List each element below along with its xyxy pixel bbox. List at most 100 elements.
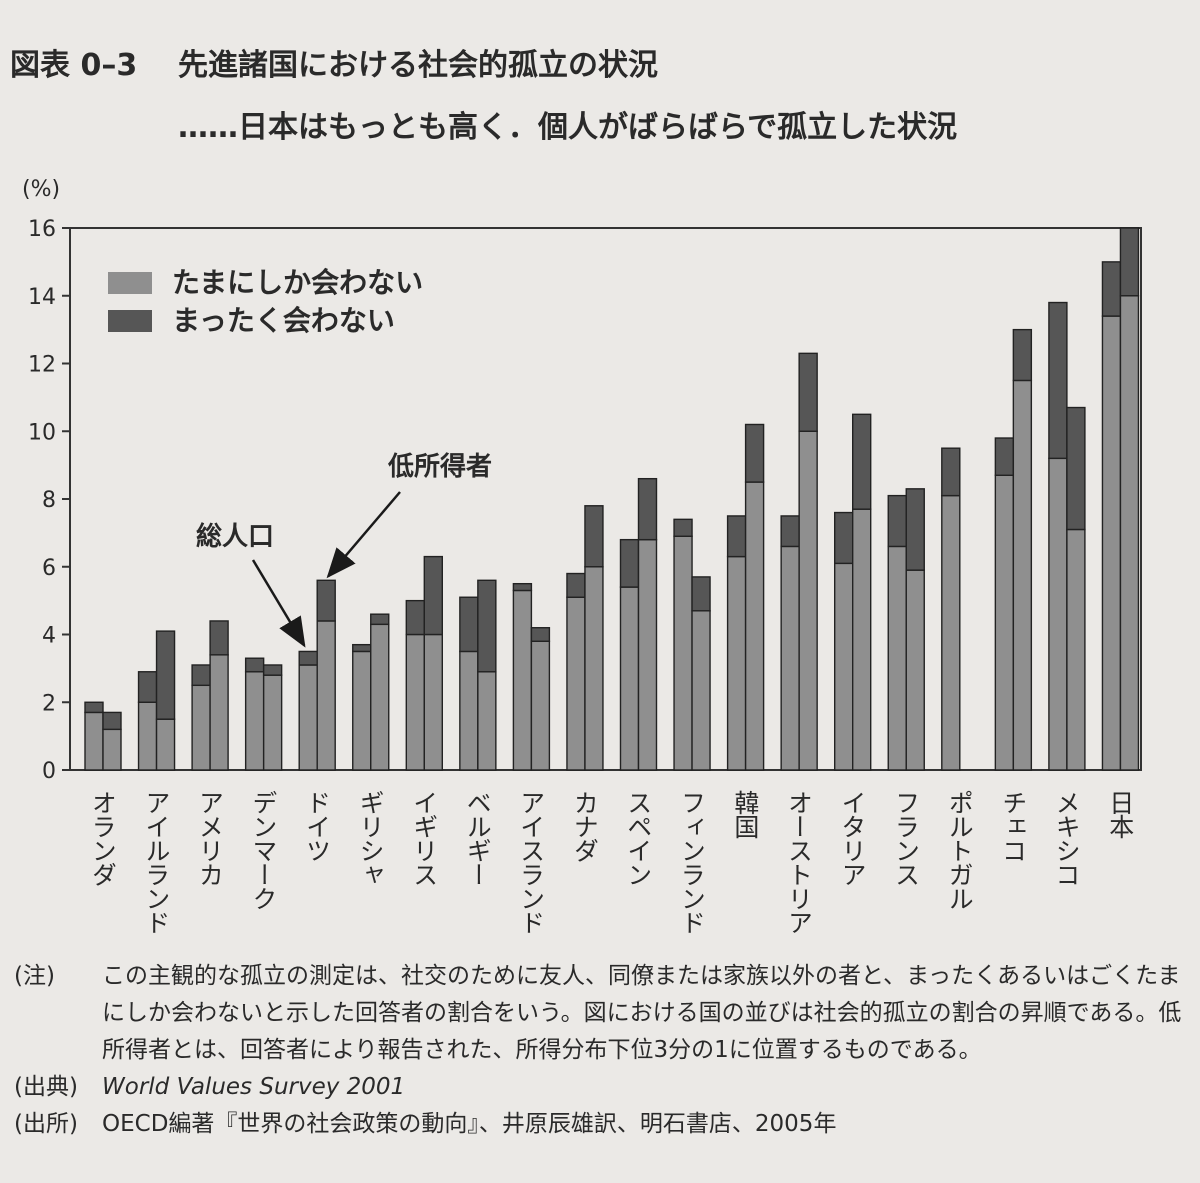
bar-rarely <box>905 569 925 771</box>
bar-never <box>1012 328 1033 382</box>
bar-never <box>834 511 854 565</box>
figure-subtitle: ……日本はもっとも高く．個人がばらばらで孤立した状況 <box>178 110 958 145</box>
bar-rarely <box>316 620 336 771</box>
bar-never <box>1048 301 1068 460</box>
bar-rarely <box>1012 379 1033 771</box>
bar-rarely <box>691 610 711 771</box>
origin-label: (出所) <box>14 1111 78 1137</box>
bar-never <box>84 701 104 714</box>
bar-rarely <box>405 633 425 771</box>
bar-never <box>637 477 658 541</box>
bar-rarely <box>102 728 122 771</box>
bar-never <box>887 494 907 548</box>
bar-never <box>798 352 818 432</box>
category-label: イギリス <box>410 790 439 886</box>
note-text: この主観的な孤立の測定は、社交のために友人、同僚または家族以外の者と、まったくあ… <box>102 963 1182 1063</box>
bar-never <box>298 650 318 666</box>
bar-rarely <box>780 545 800 771</box>
category-label: デンマーク <box>249 790 278 910</box>
bar-rarely <box>370 623 390 771</box>
bar-never <box>244 657 265 673</box>
note: (注) この主観的な孤立の測定は、社交のために友人、同僚または家族以外の者と、ま… <box>14 958 1194 1069</box>
figure-title: 先進諸国における社会的孤立の状況 <box>178 48 658 83</box>
bar-never <box>512 582 533 592</box>
bar-never <box>209 620 229 656</box>
y-tick-label: 16 <box>28 217 56 242</box>
category-label: イタリア <box>838 790 867 886</box>
category-label: フィンランド <box>677 790 706 934</box>
bar-never <box>316 579 336 622</box>
bar-rarely <box>244 671 265 771</box>
category-label: ベルギー <box>463 790 492 886</box>
bar-rarely <box>530 640 551 771</box>
bar-never <box>744 423 765 483</box>
bar-rarely <box>262 674 283 771</box>
bar-never <box>530 627 551 642</box>
category-label: カナダ <box>570 790 599 862</box>
bar-never <box>459 596 479 653</box>
bar-never <box>137 671 158 703</box>
bar-never <box>673 518 693 537</box>
bar-never <box>370 613 390 626</box>
category-label: メキシコ <box>1052 790 1081 886</box>
y-tick-label: 8 <box>42 488 56 513</box>
bar-never <box>405 599 425 636</box>
category-label: 日本 <box>1106 790 1135 839</box>
y-tick-label: 0 <box>42 759 56 784</box>
bar-rarely <box>584 566 604 771</box>
bar-chart: 0 2 4 6 8 10 12 14 16 (%) オランダ アイルランド アメリカ デンマーク ドイツ ギリ… <box>22 177 1142 934</box>
legend-label-rarely: たまにしか会わない <box>172 266 423 299</box>
category-label: オーストリア <box>784 790 813 934</box>
bar-rarely <box>137 701 158 771</box>
category-label: アイルランド <box>142 790 171 934</box>
bar-never <box>566 572 586 598</box>
origin: (出所) OECD編著『世界の社会政策の動向』、井原辰雄訳、明石書店、2005年 <box>14 1106 1194 1143</box>
y-tick-label: 14 <box>28 285 56 310</box>
bar-never <box>102 711 122 731</box>
bar-rarely <box>834 562 854 771</box>
annotation-total-population: 総人口 <box>196 521 274 552</box>
notes-section: (注) この主観的な孤立の測定は、社交のために友人、同僚または家族以外の者と、ま… <box>14 958 1194 1143</box>
annotation-arrow-total <box>251 559 306 648</box>
bar-never <box>1119 227 1140 297</box>
bar-never <box>1101 261 1122 317</box>
bar-never <box>691 576 711 612</box>
bar-rarely <box>423 633 443 771</box>
category-label: ポルトガル <box>945 790 974 910</box>
bar-never <box>191 664 211 687</box>
bar-rarely <box>566 596 586 771</box>
bar-rarely <box>673 535 693 771</box>
bar-rarely <box>726 555 747 771</box>
bar-rarely <box>619 586 640 771</box>
category-label: チェコ <box>999 790 1028 862</box>
bar-never <box>780 515 800 548</box>
bar-rarely <box>298 664 318 771</box>
legend-label-never: まったく会わない <box>172 304 395 337</box>
legend-swatch-rarely <box>108 272 152 294</box>
bar-rarely <box>744 481 765 771</box>
bar-rarely <box>941 494 961 771</box>
y-tick-label: 2 <box>42 691 56 716</box>
note-label: (注) <box>14 963 55 989</box>
bar-rarely <box>477 671 497 771</box>
bar-rarely <box>459 650 479 771</box>
source-label: (出典) <box>14 1074 78 1100</box>
annotation-arrow-low-income <box>326 491 401 579</box>
bar-never <box>994 437 1015 476</box>
y-tick-label: 6 <box>42 556 56 581</box>
bar-rarely <box>994 474 1015 771</box>
bar-never <box>1066 406 1086 531</box>
bar-rarely <box>887 545 907 771</box>
bar-rarely <box>155 718 176 771</box>
bar-never <box>584 505 604 568</box>
bar-never <box>352 643 372 653</box>
bar-never <box>852 413 872 510</box>
origin-text: OECD編著『世界の社会政策の動向』、井原辰雄訳、明石書店、2005年 <box>102 1111 837 1137</box>
bar-never <box>905 488 925 571</box>
figure-number: 図表 0–3 <box>10 48 138 83</box>
bar-rarely <box>1066 528 1086 771</box>
bar-rarely <box>512 589 533 771</box>
y-tick-label: 10 <box>28 420 56 445</box>
source-text: World Values Survey 2001 <box>102 1074 406 1100</box>
bar-never <box>619 538 640 588</box>
